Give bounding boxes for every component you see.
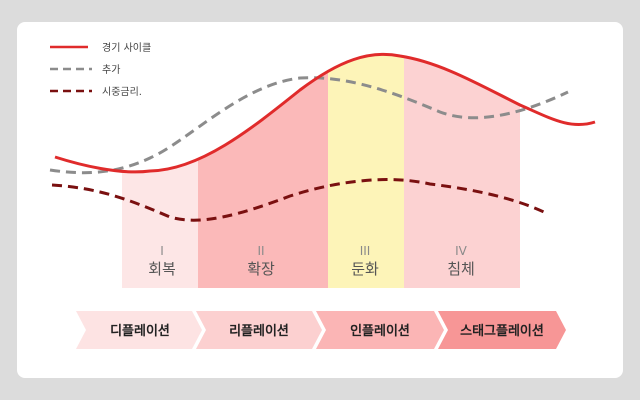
- stage-arrow-reflation: [196, 311, 322, 349]
- phase-numeral-3: III: [360, 244, 371, 258]
- phase-label-recovery: 회복: [148, 260, 176, 278]
- legend-label-extra: 추가: [102, 64, 120, 76]
- phase-label-slowdown: 둔화: [351, 260, 379, 278]
- legend-label-business-cycle: 경기 사이클: [102, 41, 151, 54]
- legend-label-interest-rate: 시중금리.: [102, 86, 142, 98]
- phase-numeral-1: I: [160, 244, 164, 258]
- phase-label-expansion: 확장: [247, 260, 275, 278]
- series-line-interest-rate: [51, 178, 549, 222]
- curve-mask: [40, 30, 600, 172]
- series-line-business-cycle: [54, 52, 596, 174]
- phase-label-recession: 침체: [447, 260, 475, 278]
- series-line-extra: [49, 76, 569, 175]
- stage-label-inflation: 인플레이션: [350, 323, 410, 339]
- stage-arrow-inflation: [316, 311, 444, 349]
- phase-numeral-2: II: [257, 244, 264, 258]
- phase-numeral-4: IV: [455, 244, 468, 258]
- stage-arrow-deflation: [76, 311, 202, 349]
- stage-label-deflation: 디플레이션: [110, 323, 170, 339]
- stage-arrow-stagflation: [438, 311, 566, 349]
- phase-band-slowdown: [328, 40, 404, 288]
- stage-label-reflation: 리플레이션: [229, 323, 289, 339]
- stage-label-stagflation: 스태그플레이션: [460, 323, 544, 339]
